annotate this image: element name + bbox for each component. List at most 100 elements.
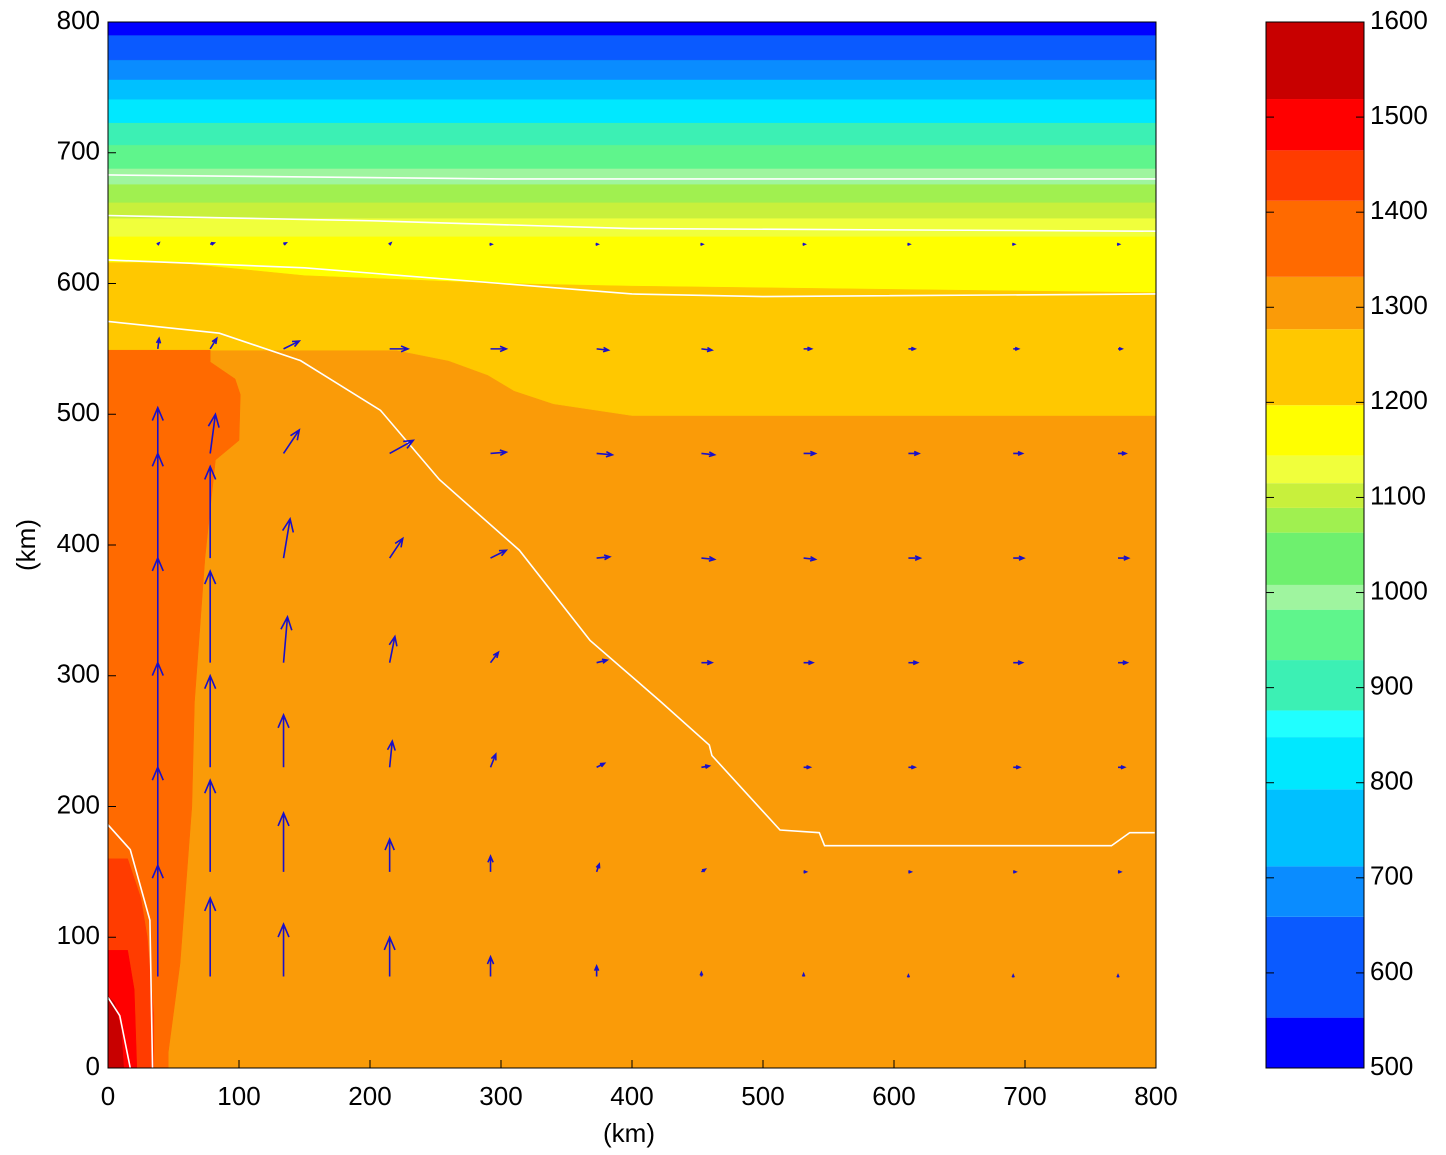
y-tick-label: 800 [57, 5, 100, 35]
velocity-arrow [701, 555, 717, 562]
colorbar-band [1266, 609, 1364, 661]
velocity-arrow [802, 242, 807, 246]
x-tick-label: 500 [741, 1081, 784, 1111]
velocity-arrow [277, 810, 290, 872]
contour-line [107, 320, 1155, 847]
velocity-arrow [283, 340, 302, 350]
velocity-arrow [281, 516, 295, 559]
velocity-arrow [1013, 764, 1022, 770]
velocity-arrow [156, 241, 161, 246]
velocity-arrow [908, 764, 918, 770]
velocity-arrow [1013, 555, 1026, 561]
colorbar-band [1266, 405, 1364, 456]
velocity-arrow [283, 242, 288, 246]
velocity-arrow [203, 673, 217, 768]
velocity-arrow [207, 412, 220, 454]
velocity-arrow [596, 554, 612, 561]
velocity-arrow [1116, 242, 1122, 246]
x-tick-label: 600 [872, 1081, 915, 1111]
x-tick-label: 400 [610, 1081, 653, 1111]
velocity-arrow [803, 346, 814, 352]
colorbar-band [1266, 99, 1364, 151]
colorbar-band [1266, 1017, 1364, 1068]
colorbar-band [1266, 737, 1364, 790]
colorbar-band [1266, 150, 1364, 201]
colorbar-tick-label: 900 [1370, 671, 1413, 701]
velocity-arrow [209, 241, 217, 246]
y-tick-label: 500 [57, 397, 100, 427]
velocity-arrow [1013, 660, 1025, 666]
velocity-arrow [490, 345, 509, 353]
colorbar-band [1266, 200, 1364, 277]
colorbar-tick-label: 600 [1370, 956, 1413, 986]
contour-region [107, 144, 1157, 169]
velocity-arrow [1118, 555, 1131, 561]
velocity-arrow [389, 439, 416, 455]
colorbar-tick-label: 500 [1370, 1051, 1413, 1081]
velocity-arrow [486, 954, 495, 977]
velocity-arrow [209, 336, 218, 350]
velocity-arrow [1011, 973, 1015, 978]
y-tick-label: 600 [57, 266, 100, 296]
y-axis-label: (km) [11, 519, 41, 571]
colorbar-band [1266, 584, 1364, 610]
velocity-arrow [384, 837, 395, 872]
contour-region [107, 79, 1157, 100]
velocity-arrow [383, 935, 396, 977]
contour-line [107, 996, 132, 1069]
velocity-arrow [487, 854, 494, 872]
y-tick-label: 200 [57, 789, 100, 819]
velocity-arrow [389, 345, 411, 353]
velocity-arrow [489, 752, 497, 768]
velocity-arrow [906, 973, 911, 978]
velocity-arrow [596, 658, 610, 664]
velocity-arrow [595, 242, 600, 246]
velocity-arrow [699, 970, 704, 977]
y-tick-label: 400 [57, 528, 100, 558]
colorbar-tick-label: 1000 [1370, 575, 1428, 605]
velocity-arrow [595, 862, 601, 873]
colorbar-tick-label: 1500 [1370, 100, 1428, 130]
velocity-arrow [151, 405, 164, 454]
y-tick-label: 700 [57, 136, 100, 166]
colorbar-tick-label: 700 [1370, 861, 1413, 891]
velocity-arrow [803, 450, 818, 457]
colorbar-band [1266, 276, 1364, 330]
velocity-arrow [700, 868, 708, 873]
contour-region [107, 21, 1157, 36]
x-axis-label: (km) [603, 1118, 655, 1148]
velocity-arrow [277, 922, 290, 977]
velocity-arrow [801, 971, 806, 977]
colorbar-tick-label: 1300 [1370, 290, 1428, 320]
velocity-arrow [701, 764, 712, 769]
colorbar-band [1266, 789, 1364, 867]
colorbar-band [1266, 22, 1364, 100]
velocity-arrow [701, 451, 717, 458]
velocity-arrow [701, 346, 714, 353]
colorbar-band [1266, 710, 1364, 738]
colorbar-tick-label: 1100 [1370, 480, 1426, 510]
velocity-arrow [489, 650, 500, 664]
x-tick-label: 800 [1134, 1081, 1177, 1111]
contour-region [107, 59, 1157, 80]
colorbar-band [1266, 866, 1364, 917]
contour-line [107, 174, 1156, 180]
velocity-arrow [1118, 764, 1127, 770]
velocity-arrow [803, 660, 815, 666]
velocity-arrow [1013, 346, 1021, 352]
contour-region [107, 34, 1157, 61]
y-tick-label: 0 [86, 1051, 100, 1081]
velocity-arrow [908, 660, 920, 666]
x-tick-label: 700 [1003, 1081, 1046, 1111]
colorbar-band [1266, 455, 1364, 484]
colorbar-tick-label: 1200 [1370, 385, 1428, 415]
colorbar-band [1266, 483, 1364, 508]
x-tick-label: 200 [348, 1081, 391, 1111]
contour-region [107, 122, 1157, 146]
velocity-arrow [282, 428, 301, 454]
contour-line [107, 824, 154, 1069]
colorbar-band [1266, 507, 1364, 533]
velocity-arrow [1013, 450, 1025, 457]
velocity-arrow [489, 242, 494, 246]
